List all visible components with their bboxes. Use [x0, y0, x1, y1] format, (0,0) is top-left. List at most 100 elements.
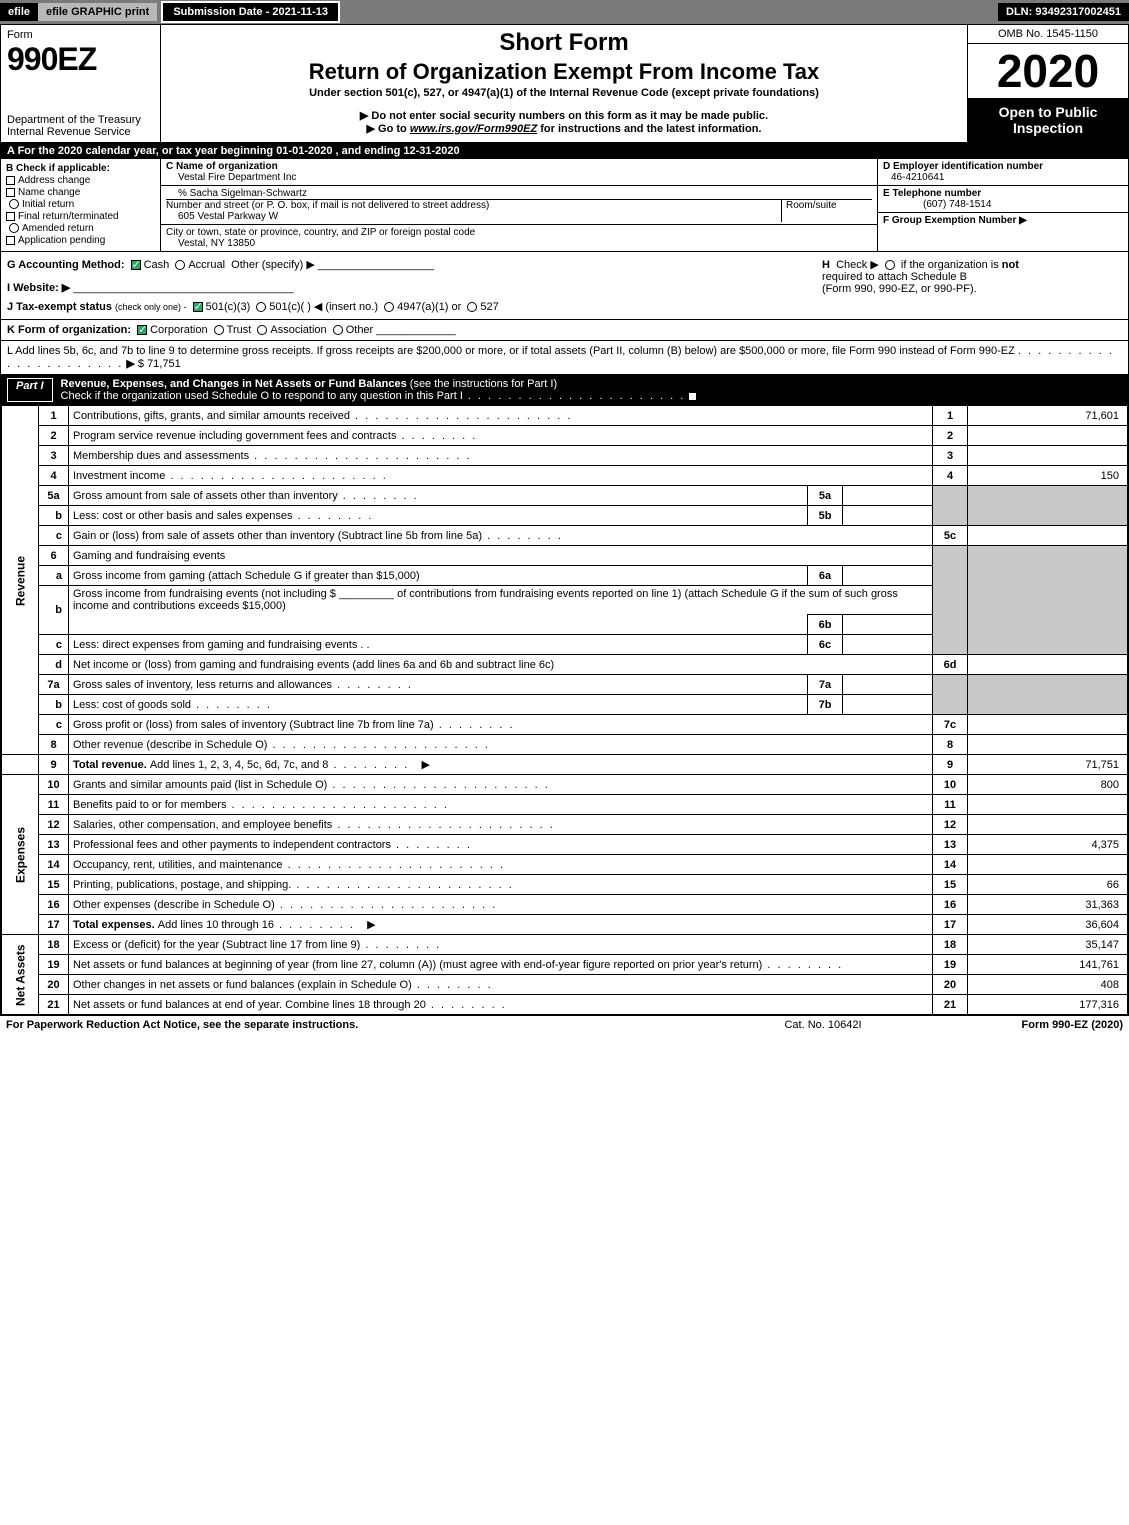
checkbox-icon[interactable]	[9, 199, 19, 209]
sub-val	[843, 675, 933, 695]
line-val	[968, 735, 1128, 755]
sub-val	[843, 615, 933, 635]
line-ref: 5c	[933, 526, 968, 546]
section-l: L Add lines 5b, 6c, and 7b to line 9 to …	[1, 341, 1128, 375]
checkbox-icon[interactable]	[6, 188, 15, 197]
j-opt3: 4947(a)(1) or	[397, 301, 461, 313]
line-desc: Program service revenue including govern…	[69, 426, 933, 446]
section-def: D Employer identification number46-42106…	[878, 159, 1128, 251]
section-e: E Telephone number(607) 748-1514	[878, 186, 1128, 213]
checkbox-assoc-icon[interactable]	[257, 325, 267, 335]
line-ref: 13	[933, 835, 968, 855]
j-opt2: 501(c)( ) ◀ (insert no.)	[269, 301, 378, 313]
sub-val	[843, 486, 933, 506]
checkbox-527-icon[interactable]	[467, 302, 477, 312]
checkbox-h-icon[interactable]	[885, 260, 895, 270]
footer: For Paperwork Reduction Act Notice, see …	[0, 1016, 1129, 1034]
sub-ref: 7b	[808, 695, 843, 715]
line-val: 408	[968, 975, 1128, 995]
line-num: 12	[39, 815, 69, 835]
check-name[interactable]: Name change	[6, 187, 155, 198]
line-desc: Other changes in net assets or fund bala…	[69, 975, 933, 995]
checkbox-icon[interactable]	[6, 236, 15, 245]
line-desc: Excess or (deficit) for the year (Subtra…	[69, 935, 933, 955]
netassets-label: Net Assets	[2, 935, 39, 1015]
arrow-icon: ▶	[1019, 215, 1027, 226]
graphic-print-label[interactable]: efile GRAPHIC print	[38, 3, 157, 21]
line-ref: 14	[933, 855, 968, 875]
goto-pre: Go to	[378, 123, 410, 135]
dept-irs: Internal Revenue Service	[7, 126, 154, 138]
checkbox-501c3-icon[interactable]	[193, 302, 203, 312]
checkbox-cash-icon[interactable]	[131, 260, 141, 270]
line-num: 4	[39, 466, 69, 486]
line-ref: 1	[933, 406, 968, 426]
section-c: C Name of organization Vestal Fire Depar…	[161, 159, 878, 251]
line-val: 177,316	[968, 995, 1128, 1015]
line-num: 2	[39, 426, 69, 446]
line-ref: 8	[933, 735, 968, 755]
checkbox-4947-icon[interactable]	[384, 302, 394, 312]
check-initial[interactable]: Initial return	[6, 199, 155, 210]
sub-ref: 5a	[808, 486, 843, 506]
goto-link[interactable]: www.irs.gov/Form990EZ	[410, 123, 537, 135]
line-val	[968, 446, 1128, 466]
line-num: 3	[39, 446, 69, 466]
j-sub: (check only one) -	[115, 302, 187, 312]
city: Vestal, NY 13850	[166, 238, 255, 249]
submission-date: Submission Date - 2021-11-13	[161, 1, 340, 23]
line-desc: Net assets or fund balances at beginning…	[69, 955, 933, 975]
line-desc: Gross amount from sale of assets other t…	[69, 486, 808, 506]
sub-ref: 6b	[808, 615, 843, 635]
checkbox-accrual-icon[interactable]	[175, 260, 185, 270]
line-val: 141,761	[968, 955, 1128, 975]
line-desc: Total expenses. Add lines 10 through 16 …	[69, 915, 933, 935]
check-pending[interactable]: Application pending	[6, 235, 155, 246]
gray-cell	[968, 546, 1128, 655]
h-text3: required to attach Schedule B	[822, 271, 967, 283]
check-amended[interactable]: Amended return	[6, 223, 155, 234]
line-ref: 10	[933, 775, 968, 795]
line-ref: 4	[933, 466, 968, 486]
line-num: 1	[39, 406, 69, 426]
h-not: not	[1002, 259, 1019, 271]
checkbox-other-icon[interactable]	[333, 325, 343, 335]
checkbox-501c-icon[interactable]	[256, 302, 266, 312]
checkbox-icon[interactable]	[9, 223, 19, 233]
checkbox-icon[interactable]	[6, 176, 15, 185]
checkbox-trust-icon[interactable]	[214, 325, 224, 335]
checkbox-corp-icon[interactable]	[137, 325, 147, 335]
line-desc: Less: cost of goods sold	[69, 695, 808, 715]
header-row: Form 990EZ Department of the Treasury In…	[1, 25, 1128, 143]
checkbox-icon[interactable]	[6, 212, 15, 221]
line-ref: 11	[933, 795, 968, 815]
check-final[interactable]: Final return/terminated	[6, 211, 155, 222]
section-f: F Group Exemption Number ▶	[878, 213, 1128, 228]
line-num: a	[39, 566, 69, 586]
line-num: 18	[39, 935, 69, 955]
checkbox-schedule-o-icon[interactable]	[688, 392, 697, 401]
line-ref: 16	[933, 895, 968, 915]
line-num: c	[39, 715, 69, 735]
j-label: J Tax-exempt status	[7, 301, 112, 313]
line-desc: Other revenue (describe in Schedule O)	[69, 735, 933, 755]
section-d: D Employer identification number46-42106…	[878, 159, 1128, 186]
line-val	[968, 855, 1128, 875]
line-num: 6	[39, 546, 69, 566]
g-label: G Accounting Method:	[7, 259, 125, 271]
line-val	[968, 426, 1128, 446]
form-990ez: Form 990EZ Department of the Treasury In…	[0, 24, 1129, 1016]
sub-ref: 5b	[808, 506, 843, 526]
donot-text: Do not enter social security numbers on …	[371, 110, 768, 122]
line-desc: Net assets or fund balances at end of ye…	[69, 995, 933, 1015]
part1-title: Revenue, Expenses, and Changes in Net As…	[61, 378, 1122, 402]
gray-cell	[968, 675, 1128, 715]
check-address[interactable]: Address change	[6, 175, 155, 186]
section-g: G Accounting Method: Cash Accrual Other …	[7, 258, 822, 313]
dept-treasury: Department of the Treasury	[7, 114, 154, 126]
gray-cell	[933, 486, 968, 526]
info-grid: B Check if applicable: Address change Na…	[1, 159, 1128, 252]
return-title: Return of Organization Exempt From Incom…	[169, 59, 959, 85]
line-desc: Total revenue. Add lines 1, 2, 3, 4, 5c,…	[69, 755, 933, 775]
part1-label: Part I	[7, 378, 53, 402]
